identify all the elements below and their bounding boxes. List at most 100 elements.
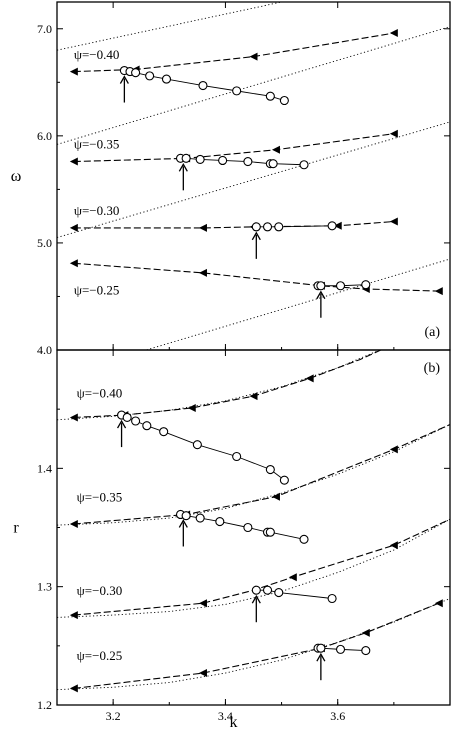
triangle-marker xyxy=(198,669,207,678)
arrow-head xyxy=(119,75,129,84)
triangle-marker xyxy=(69,519,78,528)
dotted-line xyxy=(57,518,450,618)
circle-marker xyxy=(265,527,275,537)
dashed-line xyxy=(73,424,450,525)
circle-marker xyxy=(316,281,326,291)
x-axis-title: k xyxy=(230,714,238,731)
dotted-line xyxy=(57,350,381,421)
panel-b-r: 3.2 3.4 3.6 1.2 1.3 1.4 r k (b) ψ=−0.40 ψ=−0.35 ψ=−… xyxy=(13,349,451,731)
triangle-marker xyxy=(198,223,207,232)
panel-a-omega: 4.0 5.0 6.0 7.0 ω (a) ψ=−0.40 ψ=−0.35 ψ=−0.30 ψ=−… xyxy=(11,1,451,357)
circle-marker xyxy=(131,68,141,78)
x-tick-label: 3.2 xyxy=(106,709,121,723)
circle-marker xyxy=(215,517,225,527)
triangle-marker xyxy=(69,67,78,76)
arrow-head xyxy=(178,519,188,528)
circle-marker xyxy=(243,522,253,533)
circle-marker xyxy=(274,588,284,598)
dashed-line xyxy=(73,518,450,616)
solid-line xyxy=(256,589,333,599)
circle-marker xyxy=(335,281,346,291)
circle-marker xyxy=(316,643,326,653)
arrow-head xyxy=(316,652,326,662)
circle-marker xyxy=(279,95,289,106)
triangle-marker xyxy=(69,223,78,232)
arrow-head xyxy=(116,419,127,429)
circle-marker xyxy=(195,513,205,523)
circle-marker xyxy=(218,155,228,166)
circle-marker xyxy=(181,511,191,521)
psi-label: ψ=−0.25 xyxy=(74,282,120,297)
dotted-line xyxy=(57,26,450,145)
triangle-marker xyxy=(288,573,297,582)
triangle-marker xyxy=(333,221,342,230)
circle-marker xyxy=(251,585,261,595)
y-tick-label: 4.0 xyxy=(37,343,52,357)
dashed-line xyxy=(73,220,394,229)
plot-area xyxy=(57,2,450,350)
triangle-marker xyxy=(69,259,78,268)
circle-marker xyxy=(327,221,337,231)
triangle-marker xyxy=(434,287,443,296)
circle-marker xyxy=(262,585,273,595)
dashed-line xyxy=(73,262,439,292)
dotted-line xyxy=(144,258,450,350)
circle-marker xyxy=(251,222,261,232)
circle-marker xyxy=(131,416,141,426)
circle-marker xyxy=(262,222,273,232)
circle-marker xyxy=(232,86,242,96)
arrow-head xyxy=(251,594,261,604)
psi-label: ψ=−0.35 xyxy=(77,489,123,504)
y-axis-title: r xyxy=(13,520,19,537)
triangle-marker xyxy=(198,599,207,608)
psi-label: ψ=−0.30 xyxy=(77,583,123,598)
triangle-marker xyxy=(271,492,280,501)
x-tick-label: 3.4 xyxy=(218,709,233,723)
x-tick-label: 3.6 xyxy=(330,709,345,723)
circle-marker xyxy=(327,593,337,604)
circle-marker xyxy=(265,91,275,101)
panel-label: (a) xyxy=(424,325,440,340)
psi-label: ψ=−0.35 xyxy=(74,137,120,152)
triangle-marker xyxy=(69,611,78,620)
triangle-marker xyxy=(69,684,78,693)
triangle-marker xyxy=(271,145,280,154)
y-tick-label: 5.0 xyxy=(37,236,52,250)
circle-marker xyxy=(268,159,278,169)
triangle-marker xyxy=(69,157,78,166)
y-tick-label: 1.4 xyxy=(37,461,52,475)
circle-marker xyxy=(192,440,202,450)
y-tick-label: 6.0 xyxy=(37,129,52,143)
triangle-marker xyxy=(389,129,398,138)
circle-marker xyxy=(161,74,172,84)
dashed-line xyxy=(73,350,383,418)
dotted-line xyxy=(57,2,282,51)
circle-marker xyxy=(299,534,309,544)
dotted-line xyxy=(57,598,450,691)
circle-marker xyxy=(122,412,132,423)
psi-label: ψ=−0.25 xyxy=(77,648,123,663)
circle-marker xyxy=(145,71,155,81)
arrow-head xyxy=(316,290,326,300)
triangle-marker xyxy=(198,268,207,277)
psi-label: ψ=−0.40 xyxy=(77,385,123,400)
circle-marker xyxy=(195,154,205,164)
triangle-marker xyxy=(361,628,370,637)
circle-marker xyxy=(159,427,169,437)
circle-marker xyxy=(274,222,284,232)
arrow-head xyxy=(178,163,188,172)
y-axis-title: ω xyxy=(11,168,22,185)
y-tick-label: 1.2 xyxy=(37,698,52,712)
circle-marker xyxy=(335,644,346,654)
psi-label: ψ=−0.30 xyxy=(74,203,120,218)
dashed-line xyxy=(73,133,394,163)
dotted-line xyxy=(57,424,450,526)
circle-marker xyxy=(299,160,309,170)
circle-marker xyxy=(243,156,253,167)
triangle-marker xyxy=(69,413,78,422)
triangle-marker xyxy=(305,374,314,383)
triangle-marker xyxy=(434,599,443,608)
circle-marker xyxy=(198,80,208,91)
triangle-marker xyxy=(389,445,398,454)
